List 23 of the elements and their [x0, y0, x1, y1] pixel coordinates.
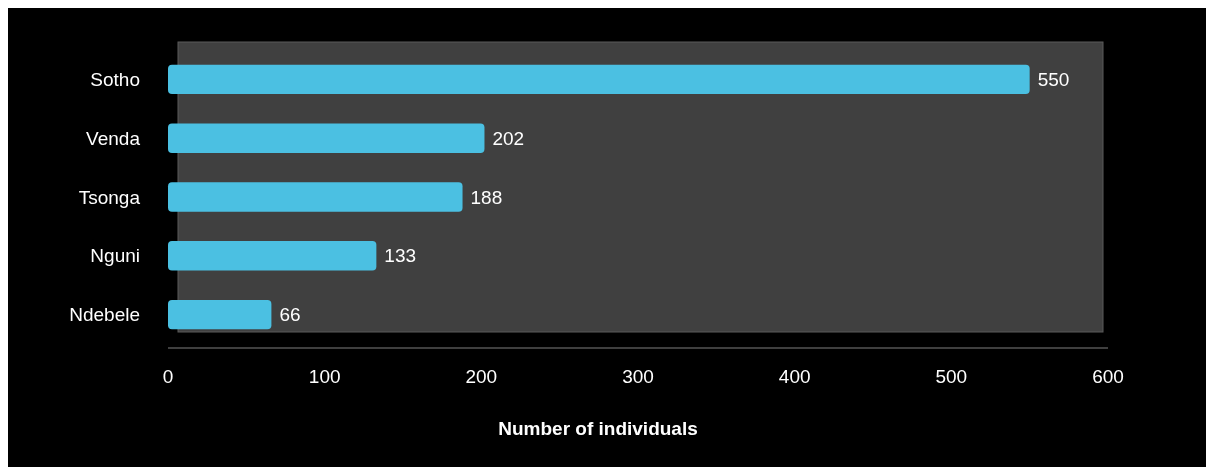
- bar: [168, 182, 463, 212]
- y-tick-label: Nguni: [90, 245, 140, 267]
- y-tick-label: Sotho: [90, 69, 140, 91]
- x-tick-label: 300: [622, 366, 654, 387]
- x-tick-label: 200: [465, 366, 498, 387]
- data-label: 550: [1037, 69, 1070, 91]
- data-label: 188: [470, 186, 503, 208]
- y-tick-label: Ndebele: [69, 304, 140, 326]
- data-label: 66: [279, 304, 301, 326]
- y-tick-label: Venda: [86, 127, 141, 149]
- x-tick-label: 100: [308, 366, 341, 387]
- x-tick-label: 600: [1092, 366, 1124, 387]
- y-tick-label: Tsonga: [78, 186, 141, 208]
- bar: [168, 64, 1030, 95]
- bar: [168, 123, 485, 153]
- data-label: 202: [492, 127, 525, 149]
- data-label: 133: [384, 245, 417, 267]
- bar: [168, 241, 377, 271]
- x-tick-label: 400: [778, 366, 811, 387]
- bar: [168, 299, 272, 330]
- x-tick-label: 0: [162, 366, 174, 387]
- x-tick-label: 500: [935, 366, 968, 387]
- x-axis-title: Number of individuals: [498, 418, 698, 439]
